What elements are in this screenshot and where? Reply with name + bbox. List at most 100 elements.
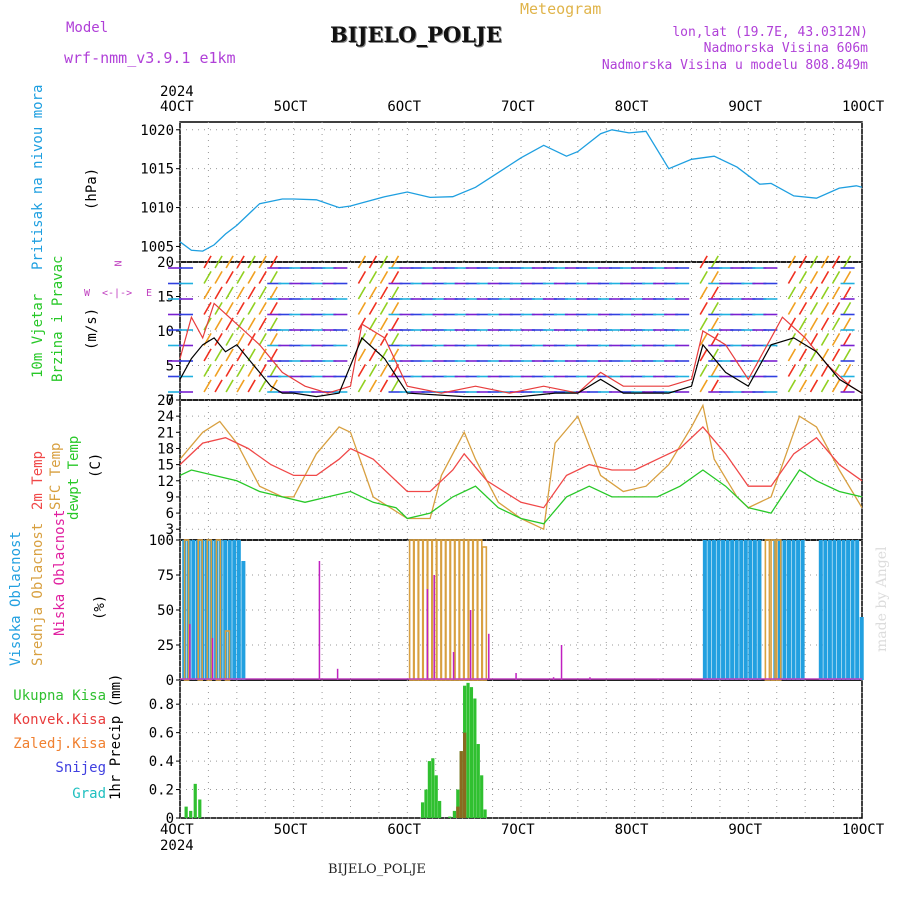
- cloud-mid-bar: [215, 539, 222, 681]
- y-tick-label: 9: [166, 490, 174, 506]
- wind-barb: [247, 332, 256, 346]
- wind-barb: [710, 363, 719, 377]
- wind-barb: [390, 363, 400, 377]
- wind-barb: [236, 255, 245, 269]
- cloud-mid-bar: [422, 539, 429, 681]
- cloud-high-bar: [859, 617, 864, 680]
- wind-barb: [379, 363, 389, 377]
- precip-legend-conv: Konvek.Kisa: [13, 712, 106, 728]
- cloud-mid-bar: [477, 539, 483, 681]
- y-tick-label: 0.4: [149, 754, 174, 770]
- wind-barb: [390, 255, 400, 269]
- wind-barb: [225, 270, 234, 284]
- wind-barb: [247, 301, 256, 315]
- wind-barb: [368, 332, 378, 346]
- wind-barb: [710, 270, 719, 284]
- wind-barb: [787, 270, 797, 284]
- wind-barb: [390, 317, 400, 331]
- cloud-high-bar: [786, 540, 791, 680]
- panel-frame: [179, 121, 863, 263]
- wind-barb: [842, 301, 852, 315]
- wind-barb: [710, 301, 719, 315]
- y-tick-label: 0.6: [149, 726, 174, 742]
- top-time-label: 6OCT: [387, 99, 422, 115]
- wind-barb: [258, 301, 267, 315]
- wind-barb: [247, 348, 256, 362]
- wind-barb: [214, 332, 223, 346]
- wind-barb: [831, 270, 841, 284]
- wind-barb: [379, 270, 389, 284]
- precip-total-bar: [193, 783, 197, 818]
- cloud-high-bar: [757, 540, 762, 680]
- cloud-high-bar: [791, 540, 796, 680]
- y-tick-label: 5: [166, 359, 174, 375]
- wind-barb: [203, 363, 212, 377]
- wind-barb: [236, 317, 245, 331]
- wind-barb: [247, 379, 256, 393]
- top-time-label: 7OCT: [501, 99, 535, 115]
- wind-barb: [699, 270, 708, 284]
- wind-barb: [831, 348, 841, 362]
- y-tick-label: 18: [157, 441, 174, 457]
- wind-barb: [699, 332, 708, 346]
- wind-barb: [820, 270, 830, 284]
- cloud-mid-bar: [472, 539, 479, 681]
- bottom-time-label: 5OCT: [273, 822, 308, 838]
- wind-barb: [798, 363, 808, 377]
- model-value: wrf-nmm_v3.9.1 e1km: [64, 49, 236, 67]
- wind-barb: [809, 332, 819, 346]
- cloud-high-bar: [777, 540, 782, 680]
- precip-total-bar: [420, 802, 425, 818]
- wind-barb: [390, 348, 400, 362]
- wind-barb: [390, 286, 400, 300]
- wind-barb: [214, 317, 223, 331]
- cloud-high-bar: [841, 540, 846, 680]
- wind-barb: [379, 286, 389, 300]
- cloud-low-bar: [488, 633, 490, 680]
- precip-total-bar: [473, 698, 477, 818]
- y-tick-label: 0: [166, 673, 174, 689]
- wind-barb: [699, 301, 708, 315]
- y-tick-label: 0.8: [149, 697, 174, 713]
- cloud-high-bar: [827, 540, 832, 680]
- y-tick-label: 1005: [140, 239, 174, 255]
- y-tick-label: 75: [157, 568, 174, 584]
- wind-barb: [842, 286, 852, 300]
- wind-barb: [798, 332, 808, 346]
- wind-barb: [236, 348, 245, 362]
- wind-barb: [247, 255, 256, 269]
- bottom-time-label: 4OCT: [160, 822, 194, 838]
- cloud-mid-bar: [445, 539, 451, 681]
- bottom-time-label: 7OCT: [501, 822, 535, 838]
- wind-barb: [214, 301, 223, 315]
- wind-barb: [390, 270, 400, 284]
- wind-barb: [809, 270, 819, 284]
- wind-barb: [710, 348, 719, 362]
- wind-barb: [236, 301, 245, 315]
- wind-barb: [225, 379, 234, 393]
- wind-barb: [831, 332, 841, 346]
- wind-barb: [214, 255, 223, 269]
- wind-barb: [809, 286, 819, 300]
- lonlat-label: lon,lat (19.7E, 43.0312N): [672, 25, 868, 40]
- cloud-low-bar: [336, 668, 339, 680]
- cloud-high-bar: [191, 540, 196, 680]
- wind-barb: [379, 255, 389, 269]
- wind-barb: [787, 317, 797, 331]
- wind-barb: [368, 270, 378, 284]
- cloud-high-bar: [716, 540, 721, 680]
- wind-barb: [269, 332, 278, 346]
- precip-total-bar: [424, 789, 428, 818]
- cloud-mid-bar: [454, 539, 460, 681]
- precip-total-bar: [469, 687, 474, 818]
- y-tick-label: 12: [157, 474, 174, 490]
- cloud-mid-bar: [764, 539, 771, 681]
- wind-barb: [236, 332, 245, 346]
- cloud-high-bar: [707, 540, 712, 680]
- wind-barb: [357, 286, 367, 300]
- wind-barb: [798, 379, 808, 393]
- wind-barb: [820, 286, 830, 300]
- wind-barb: [787, 286, 797, 300]
- wind-barb: [820, 363, 830, 377]
